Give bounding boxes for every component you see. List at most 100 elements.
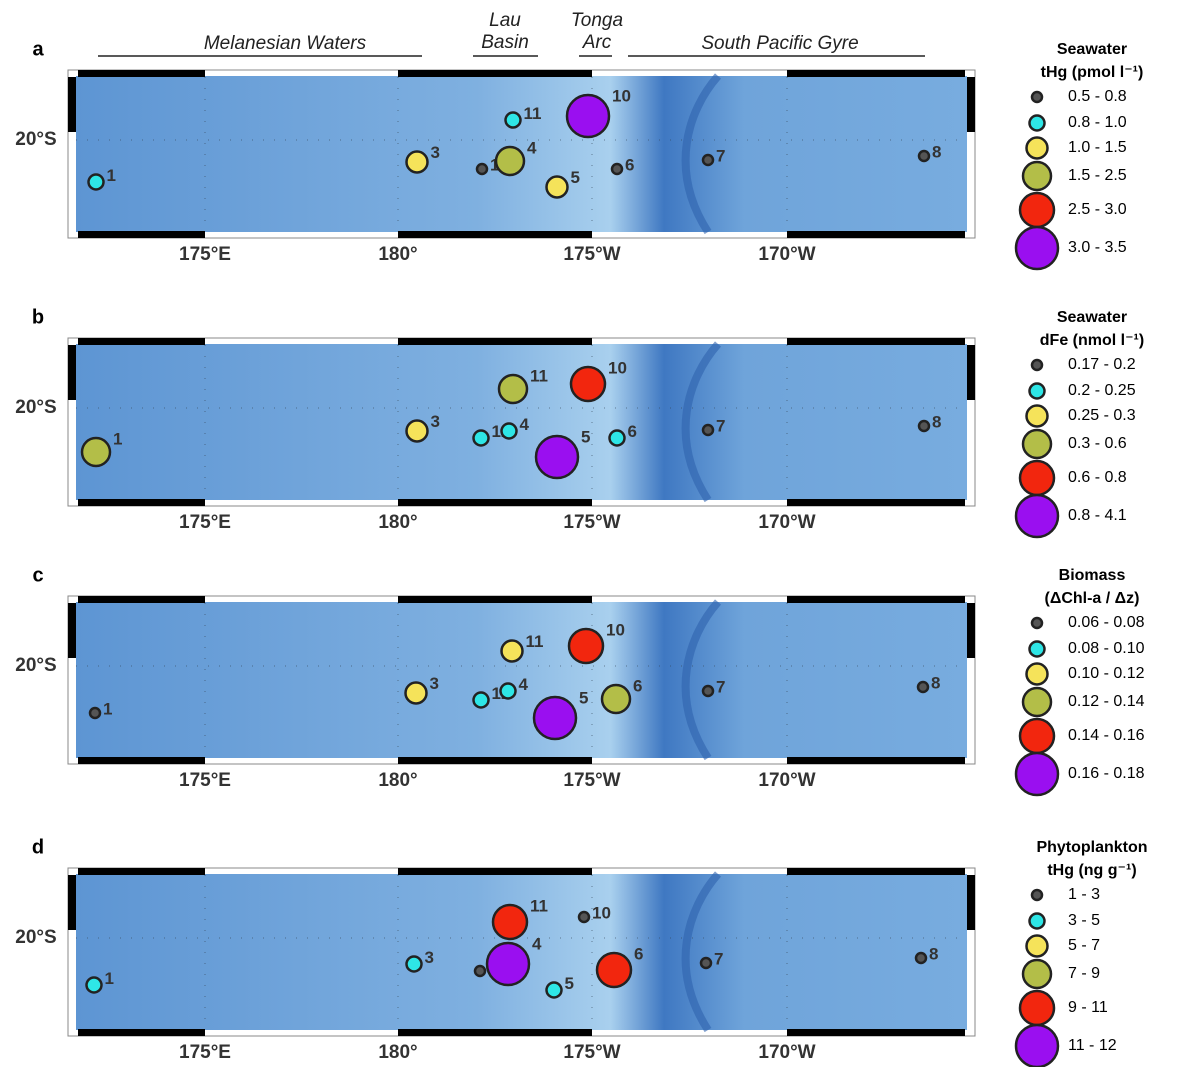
region-label: Tonga [571,10,623,31]
map-border [78,338,205,345]
map-border [398,1029,592,1036]
legend-marker [1016,753,1058,795]
legend-marker [1016,495,1058,537]
station-label: 5 [565,974,574,993]
station-marker [579,912,589,922]
lon-label: 175°W [563,770,620,791]
legend-marker [1016,227,1058,269]
legend-marker [1032,360,1042,370]
map-border [967,345,975,400]
station-marker [919,151,929,161]
figure: Melanesian WatersLauBasinTongaArcSouth P… [0,0,1179,1067]
station-label: 8 [929,944,938,963]
map-border [787,338,965,345]
legend-label: 0.6 - 0.8 [1068,469,1127,486]
map-border [398,757,592,764]
lon-label: 175°E [179,244,231,265]
region-label: Basin [481,32,529,53]
lon-label: 170°W [758,512,815,533]
map-border [68,77,76,132]
station-marker [474,431,489,446]
station-label: 1 [113,429,122,448]
station-marker [506,113,521,128]
panel-label: a [32,38,44,60]
station-marker [602,685,630,713]
legend-marker [1030,914,1045,929]
map-border [78,70,205,77]
station-marker [701,958,711,968]
station-label: 4 [519,675,529,694]
legend-title: Seawater [1057,41,1127,58]
region-label: Arc [582,32,612,53]
map-border [787,1029,965,1036]
legend-title: Seawater [1057,309,1127,326]
station-label: 7 [714,949,723,968]
legend-label: 9 - 11 [1068,999,1108,1016]
station-label: 7 [716,677,725,696]
station-label: 10 [606,620,625,639]
legend-title: (ΔChl-a / Δz) [1045,590,1140,607]
map-border [78,1029,205,1036]
station-marker [703,155,713,165]
legend-marker [1030,384,1045,399]
station-marker [477,164,487,174]
station-marker [612,164,622,174]
station-label: 3 [431,143,440,162]
legend-title: dFe (nmol l⁻¹) [1040,332,1144,349]
station-marker [407,152,428,173]
legend-marker [1027,138,1048,159]
legend-label: 0.06 - 0.08 [1068,614,1145,631]
station-label: 11 [524,104,542,123]
legend-label: 0.10 - 0.12 [1068,665,1145,682]
legend-title: Biomass [1059,567,1126,584]
lon-label: 175°E [179,512,231,533]
map-border [967,875,975,930]
legend-label: 0.12 - 0.14 [1068,693,1145,710]
legend-label: 0.08 - 0.10 [1068,640,1145,657]
legend-marker [1023,960,1051,988]
station-label: 8 [931,673,940,692]
station-label: 11 [530,896,548,915]
panel-label: d [32,836,44,858]
map-border [398,868,592,875]
lon-label: 175°E [179,770,231,791]
legend-label: 0.3 - 0.6 [1068,435,1127,452]
map-border [68,875,76,930]
lon-label: 175°W [563,244,620,265]
legend-marker [1032,890,1042,900]
map-border [68,603,76,658]
station-label: 5 [579,688,588,707]
legend-marker [1030,642,1045,657]
legend-marker [1020,193,1054,227]
station-label: 10 [612,86,631,105]
map-border [787,757,965,764]
station-label: 3 [430,674,439,693]
legend-label: 2.5 - 3.0 [1068,201,1127,218]
legend-label: 0.16 - 0.18 [1068,765,1145,782]
lon-label: 180° [378,1042,417,1063]
station-marker [474,693,489,708]
lat-label: 20°S [15,927,56,948]
station-marker [90,708,100,718]
station-label: 1 [107,166,116,185]
station-marker [82,438,110,466]
legend-label: 0.17 - 0.2 [1068,356,1136,373]
map-border [787,231,965,238]
map-border [78,596,205,603]
lon-label: 180° [378,512,417,533]
legend-label: 11 - 12 [1068,1037,1117,1054]
legend-label: 0.2 - 0.25 [1068,382,1136,399]
region-label: Lau [489,10,521,31]
legend-title: tHg (ng g⁻¹) [1047,862,1136,879]
legend-label: 1.5 - 2.5 [1068,167,1127,184]
station-marker [703,686,713,696]
legend-label: 3.0 - 3.5 [1068,239,1127,256]
station-label: 6 [625,155,634,174]
legend-label: 0.14 - 0.16 [1068,727,1145,744]
lon-label: 175°W [563,1042,620,1063]
station-label: 5 [571,168,580,187]
station-label: 11 [526,632,544,651]
station-label: 6 [628,422,637,441]
station-marker [534,697,576,739]
lon-label: 175°E [179,1042,231,1063]
